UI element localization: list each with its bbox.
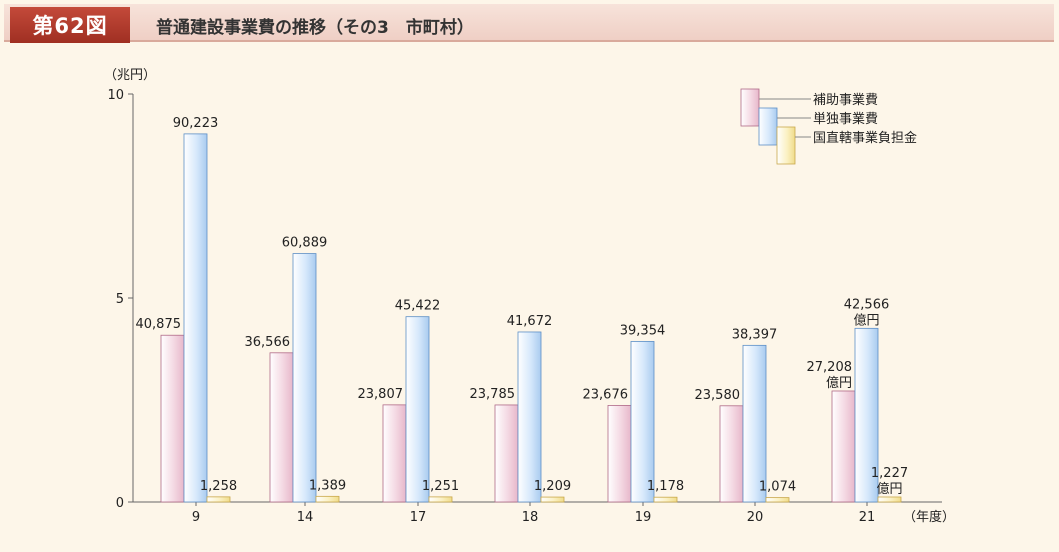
x-tick-label: 21 bbox=[859, 510, 876, 525]
x-tick-label: 17 bbox=[410, 510, 427, 525]
figure-number: 第62図 bbox=[10, 7, 130, 43]
bar-series-0-cat-0 bbox=[160, 334, 185, 503]
data-label: 1,074 bbox=[759, 480, 796, 495]
data-label: 42,566 bbox=[844, 297, 890, 312]
y-axis-label: （兆円） bbox=[104, 68, 156, 83]
data-label: 1,251 bbox=[422, 479, 459, 494]
data-label: 60,889 bbox=[282, 236, 328, 251]
bar-series-1-cat-1 bbox=[292, 253, 317, 503]
figure-header: 第62図 普通建設事業費の推移（その3 市町村） bbox=[4, 4, 1054, 43]
bar-series-1-cat-2 bbox=[405, 316, 430, 503]
bar-series-0-cat-4 bbox=[607, 405, 632, 503]
data-label: 90,223 bbox=[173, 116, 219, 131]
bar-series-2-cat-3 bbox=[540, 496, 565, 503]
y-tick-label: 10 bbox=[107, 88, 124, 103]
data-label: 1,178 bbox=[647, 479, 684, 494]
unit-label: 億円 bbox=[853, 312, 879, 328]
bar-series-1-cat-6 bbox=[854, 327, 879, 503]
bar-series-2-cat-1 bbox=[315, 495, 340, 503]
legend-label-2: 国直轄事業負担金 bbox=[813, 130, 917, 146]
unit-label: 億円 bbox=[876, 481, 902, 497]
bar-series-2-cat-5 bbox=[765, 497, 790, 503]
x-tick-label: 19 bbox=[635, 510, 652, 525]
bar-series-0-cat-2 bbox=[382, 404, 407, 503]
data-label: 39,354 bbox=[620, 323, 666, 338]
bar-series-0-cat-1 bbox=[269, 352, 294, 503]
data-label: 41,672 bbox=[507, 314, 553, 329]
legend-swatch-1 bbox=[758, 107, 778, 146]
legend-swatch-2 bbox=[776, 126, 796, 165]
data-label: 1,227 bbox=[871, 466, 908, 481]
bar-series-0-cat-3 bbox=[494, 404, 519, 503]
data-label: 38,397 bbox=[732, 327, 778, 342]
data-label: 45,422 bbox=[395, 299, 441, 314]
bar-series-0-cat-5 bbox=[719, 405, 744, 503]
data-label: 36,566 bbox=[245, 335, 291, 350]
bar-series-1-cat-3 bbox=[517, 331, 542, 503]
x-tick-label: 9 bbox=[192, 510, 200, 525]
legend-label-1: 単独事業費 bbox=[813, 111, 878, 127]
data-label: 23,807 bbox=[358, 387, 404, 402]
bar-series-2-cat-6 bbox=[877, 496, 902, 503]
bar-series-0-cat-6 bbox=[831, 390, 856, 503]
data-label: 23,676 bbox=[583, 387, 629, 402]
legend-label-0: 補助事業費 bbox=[813, 92, 878, 108]
data-label: 23,580 bbox=[695, 388, 741, 403]
bar-series-1-cat-5 bbox=[742, 344, 767, 503]
data-label: 27,208 bbox=[807, 360, 853, 375]
bar-series-2-cat-4 bbox=[653, 496, 678, 503]
x-tick-label: 14 bbox=[297, 510, 314, 525]
data-label: 1,389 bbox=[309, 478, 346, 493]
bar-series-1-cat-4 bbox=[630, 341, 655, 503]
bar-series-2-cat-2 bbox=[428, 496, 453, 503]
data-label: 40,875 bbox=[136, 317, 182, 332]
figure-title: 普通建設事業費の推移（その3 市町村） bbox=[156, 18, 474, 38]
unit-label: 億円 bbox=[826, 375, 852, 391]
bar-series-1-cat-0 bbox=[183, 133, 208, 503]
x-tick-label: 20 bbox=[747, 510, 764, 525]
data-label: 23,785 bbox=[470, 387, 516, 402]
x-tick-label: 18 bbox=[522, 510, 539, 525]
legend-swatch-0 bbox=[740, 88, 760, 127]
bar-series-2-cat-0 bbox=[206, 496, 231, 503]
y-tick-label: 0 bbox=[116, 496, 124, 511]
data-label: 1,258 bbox=[200, 479, 237, 494]
y-tick-label: 5 bbox=[116, 292, 124, 307]
x-axis-label: （年度） bbox=[903, 509, 955, 525]
data-label: 1,209 bbox=[534, 479, 571, 494]
